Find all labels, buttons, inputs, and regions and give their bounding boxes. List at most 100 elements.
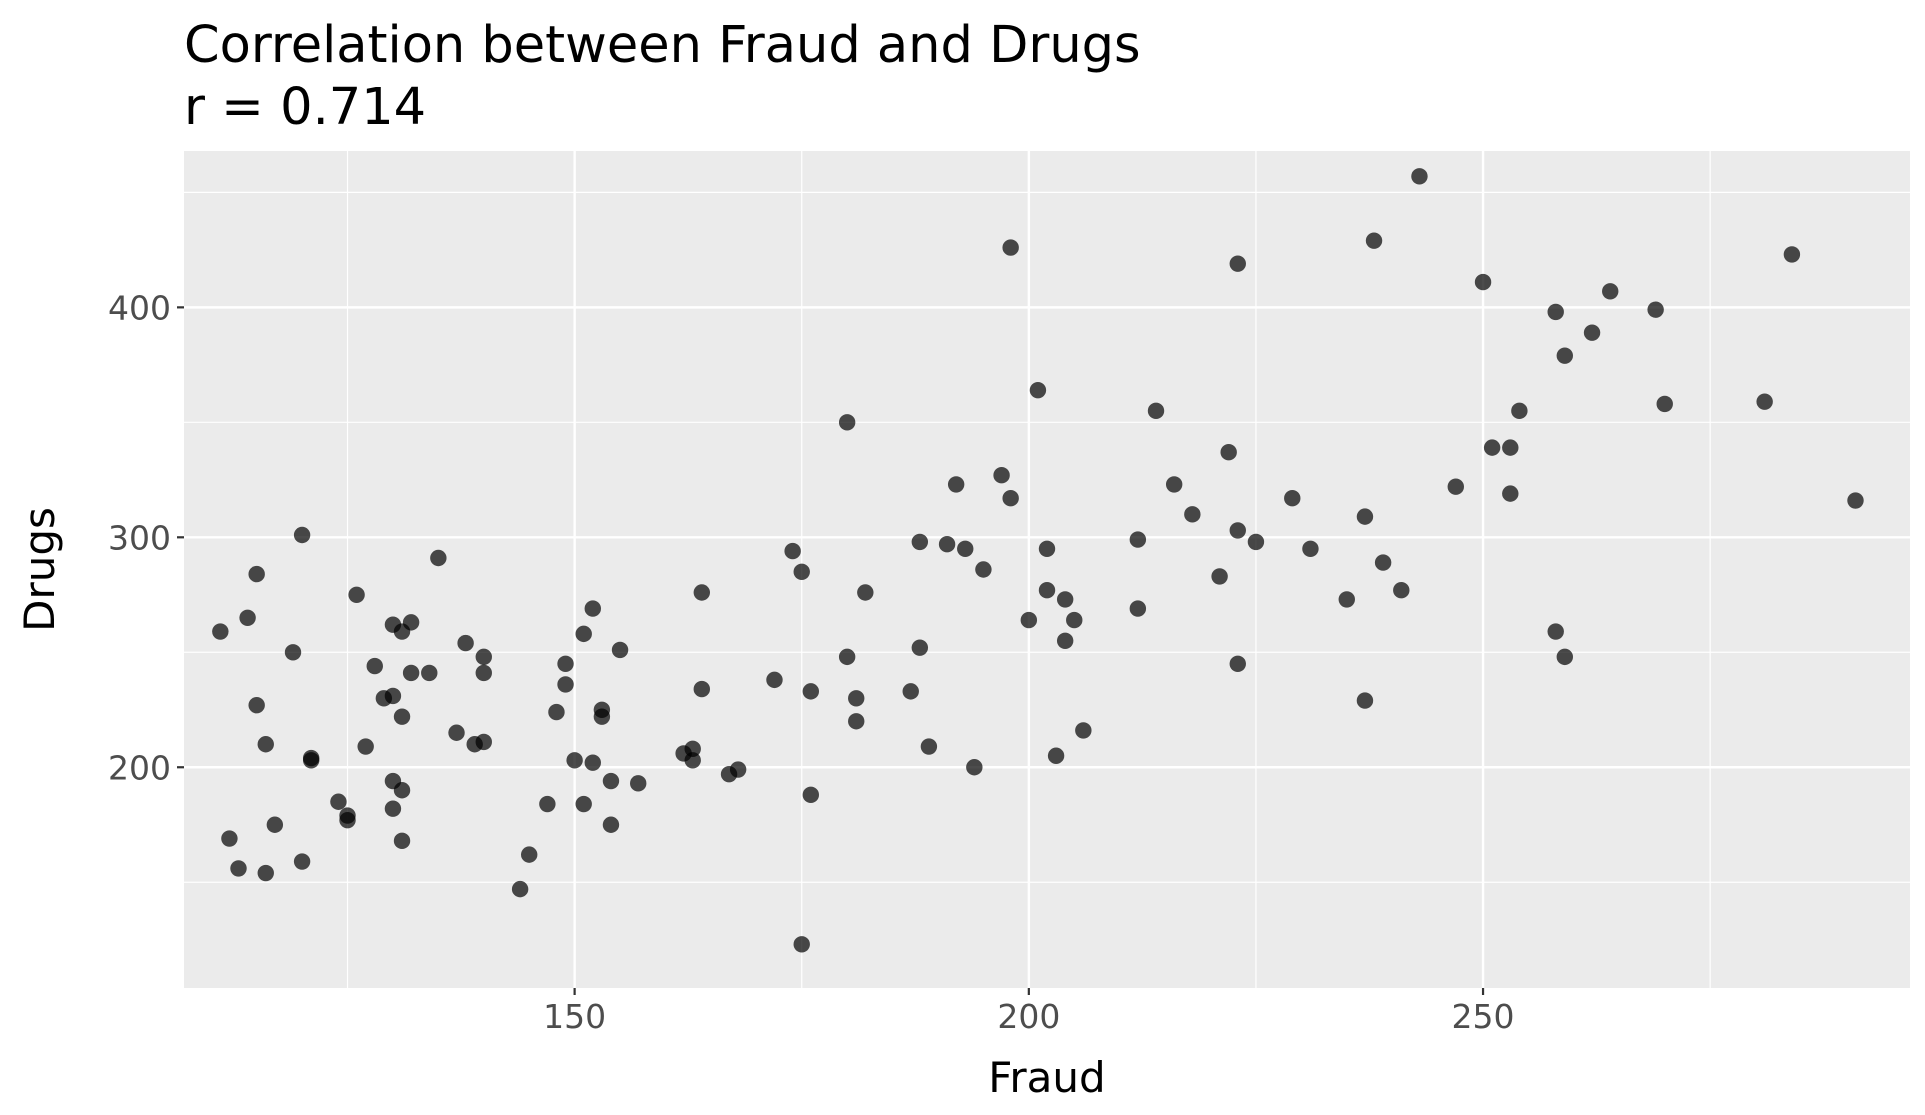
data-point [1147,402,1165,420]
data-point [975,561,992,578]
y-axis-title: Drugs [15,507,64,632]
data-point [911,639,929,656]
data-point [684,740,701,758]
data-point [611,641,629,659]
data-point [1075,722,1092,739]
data-point [1783,246,1801,263]
data-point [457,634,474,652]
data-point [511,880,529,898]
data-point [784,542,801,560]
y-tick-label: 200 [108,748,171,787]
data-point [1302,540,1319,558]
data-point [266,816,284,833]
data-point [1547,623,1564,640]
data-point [838,414,856,431]
data-point [1365,232,1383,249]
x-tick-label: 150 [543,997,606,1036]
x-axis-title: Fraud [988,1053,1105,1102]
data-point [766,671,783,689]
data-point [475,733,492,751]
data-point [1583,324,1601,341]
data-point [1502,439,1519,456]
plot-panel [184,151,1910,988]
data-point [729,761,747,778]
data-point [212,623,229,640]
data-point [1129,531,1147,548]
data-point [239,609,256,626]
data-point [1374,554,1392,571]
data-point [548,703,565,721]
data-point [1602,283,1619,300]
data-point [1129,600,1147,617]
data-point [1229,522,1246,539]
data-point [357,738,374,755]
data-point [257,736,274,753]
x-tick-label: 200 [997,997,1060,1036]
data-point [1038,581,1056,599]
data-point [575,625,592,643]
chart-subtitle: r = 0.714 [184,78,427,137]
data-point [793,936,810,953]
data-point [684,752,701,769]
data-point [566,752,583,769]
data-point [802,786,820,804]
data-point [521,846,538,863]
data-point [421,664,438,682]
data-point [339,811,356,829]
data-point [475,664,492,682]
data-point [257,864,274,882]
data-point [1393,581,1410,599]
y-tick-label: 300 [108,518,171,557]
data-point [1002,239,1019,256]
data-point [1056,591,1074,608]
data-point [857,584,874,601]
data-point [230,860,247,877]
data-point [630,775,647,792]
data-point [793,563,810,580]
data-point [1647,301,1664,318]
data-point [284,644,302,661]
data-point [1066,611,1083,629]
data-point [693,584,710,601]
data-point [902,683,919,700]
data-point [575,795,592,813]
data-point [393,708,411,725]
data-point [1211,568,1228,585]
x-tick-label: 250 [1452,997,1515,1036]
data-point [911,533,929,551]
data-point [938,536,956,553]
data-point [384,687,402,705]
data-point [402,614,420,631]
data-point [1556,347,1574,364]
data-point [348,586,365,603]
data-point [293,526,311,544]
data-point [330,793,347,810]
data-point [957,540,974,558]
data-point [848,690,865,707]
data-point [384,800,402,817]
data-point [1038,540,1056,558]
chart-title: Correlation between Fraud and Drugs [184,16,1141,75]
data-point [1220,444,1237,461]
data-point [1184,506,1201,523]
data-point [557,655,574,672]
data-point [402,664,420,682]
data-point [848,713,865,730]
data-point [1547,303,1564,321]
data-point [1284,490,1301,507]
data-point [248,696,265,714]
data-point [539,795,556,813]
data-point [966,759,983,776]
data-point [1356,508,1374,525]
data-point [602,816,620,833]
data-point [393,832,411,850]
data-point [393,782,411,799]
data-point [920,738,938,755]
data-point [302,752,320,769]
data-point [430,549,447,567]
data-point [475,648,492,666]
data-point [1029,381,1047,399]
data-point [802,683,820,700]
major-gridlines [184,151,1910,988]
data-point [584,600,601,617]
